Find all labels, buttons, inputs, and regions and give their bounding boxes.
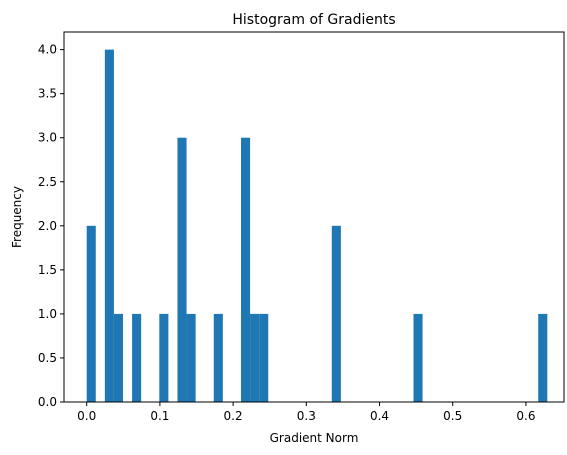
histogram-bar [104,49,114,402]
x-tick-label: 0.6 [516,409,535,423]
x-tick-label: 0.1 [150,409,169,423]
y-tick-label: 0.0 [38,395,57,409]
x-tick-label: 0.0 [77,409,96,423]
histogram-bar [241,137,251,402]
x-ticks-group: 0.0 0.1 0.2 0.3 0.4 0.5 0.6 [77,402,535,423]
histogram-bar [413,313,423,402]
y-tick-label: 0.5 [38,351,57,365]
x-tick-label: 0.5 [443,409,462,423]
y-tick-label: 1.5 [38,263,57,277]
y-tick-label: 1.0 [38,307,57,321]
x-axis-title: Gradient Norm [270,431,359,445]
histogram-bar [177,137,187,402]
y-axis-title: Frequency [10,186,24,248]
histogram-bar [132,313,142,402]
x-tick-label: 0.3 [297,409,316,423]
histogram-bar [213,313,223,402]
plot-frame [63,31,565,403]
y-tick-label: 3.0 [38,131,57,145]
y-tick-label: 3.5 [38,87,57,101]
histogram-bar [113,313,124,402]
histogram-bar [86,225,96,402]
x-tick-label: 0.2 [224,409,243,423]
y-tick-label: 2.0 [38,219,57,233]
chart-title: Histogram of Gradients [232,12,395,28]
histogram-bar [159,313,169,402]
y-ticks-group: 0.0 0.5 1.0 1.5 2.0 2.5 3.0 3.5 4.0 [38,43,64,409]
histogram-bar [250,313,260,402]
histogram-bar [186,313,196,402]
histogram-bar [538,313,548,402]
y-tick-label: 2.5 [38,175,57,189]
x-tick-label: 0.4 [370,409,389,423]
y-tick-label: 4.0 [38,43,57,57]
histogram-bar [259,313,269,402]
histogram-bar [331,225,341,402]
bars-group [86,49,548,402]
